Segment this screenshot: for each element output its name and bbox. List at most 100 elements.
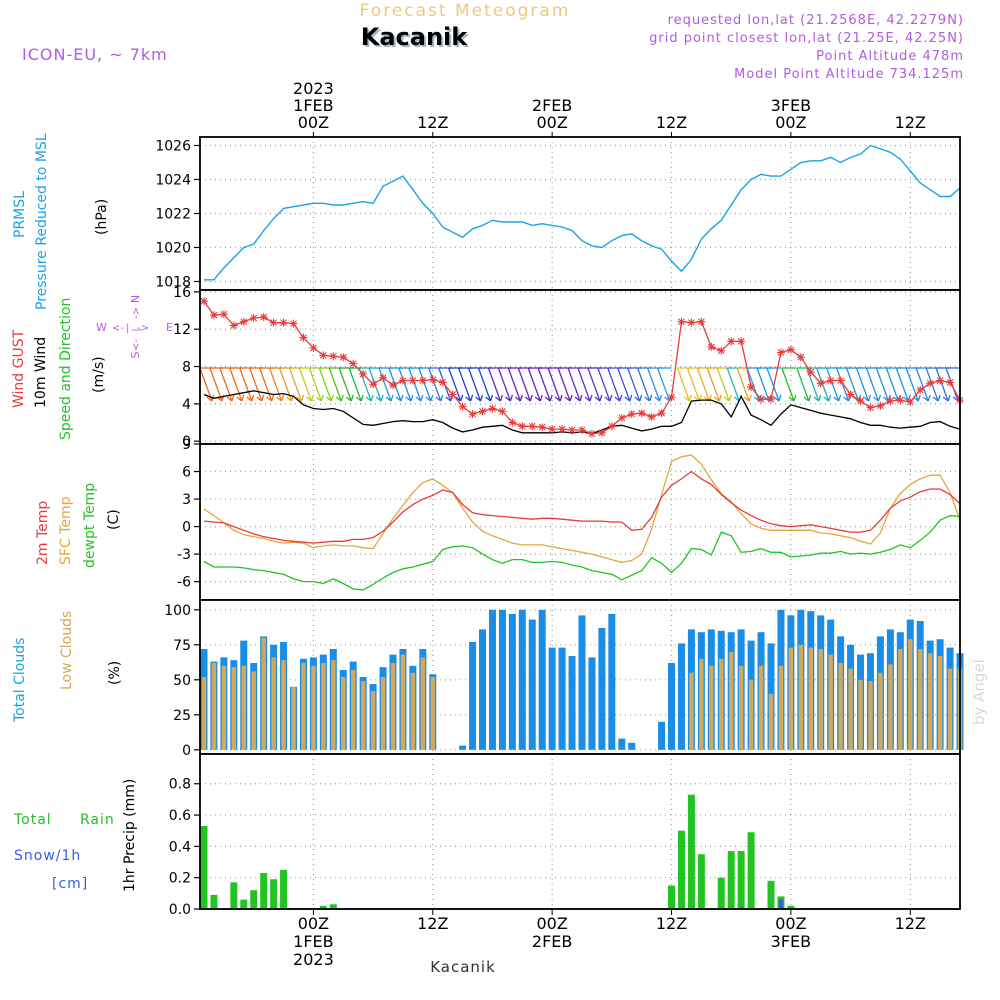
top-axis-label: 12Z	[656, 113, 687, 132]
clouds-unit: (%)	[107, 661, 123, 685]
gust-marker	[209, 311, 218, 320]
page-title: Kacanik	[361, 23, 469, 51]
total-clouds-bar	[518, 609, 526, 750]
total-clouds-bar	[508, 614, 516, 750]
gust-marker	[398, 376, 407, 385]
temp-ytick-label: -3	[177, 547, 191, 563]
low-clouds-bar	[380, 677, 386, 750]
gust-marker	[438, 378, 447, 387]
gust-marker	[528, 422, 537, 431]
gust-marker	[239, 317, 248, 326]
gust-marker	[846, 390, 855, 399]
low-clouds-bar	[370, 691, 376, 750]
model-label: ICON-EU, ~ 7km	[22, 45, 168, 64]
top-axis-label: 2FEB	[532, 96, 572, 115]
rain-bar	[697, 854, 705, 909]
wind-direction-arrow	[239, 367, 255, 402]
total-clouds-bar	[628, 742, 636, 750]
pressure-ytick-label: 1026	[155, 139, 191, 155]
svg-text:<-: <-	[131, 339, 142, 351]
precip-ytick-label: 0.6	[169, 808, 191, 824]
low-clouds-bar	[350, 670, 356, 750]
gust-marker	[359, 370, 368, 378]
temp-ytick-label: 9	[182, 437, 191, 453]
pressure-label-2: Pressure Reduced to MSL	[34, 133, 50, 310]
wind-dir-label: Speed and Direction	[58, 298, 74, 440]
wind-direction-arrow	[298, 367, 315, 402]
snow-label: Snow/1h	[14, 848, 81, 864]
gust-marker	[249, 314, 258, 322]
low-clouds-bar	[868, 681, 873, 750]
low-clouds-bar	[788, 647, 794, 750]
svg-text:<-: <-	[112, 323, 124, 334]
gust-marker	[707, 342, 716, 351]
gust-marker	[906, 398, 915, 406]
low-clouds-bar	[321, 663, 326, 750]
low-clouds-bar	[888, 664, 893, 750]
gust-marker	[776, 348, 785, 357]
clouds-panel: 0 25 50 75 100	[164, 599, 964, 759]
rain-bar	[319, 905, 327, 909]
top-axis-label: 2023	[293, 79, 334, 98]
gust-marker	[219, 310, 228, 319]
low-clouds-bar	[908, 639, 913, 750]
gust-marker	[518, 422, 527, 431]
low-clouds-label: Low Clouds	[59, 611, 75, 690]
svg-text:->: ->	[137, 323, 149, 334]
gust-marker	[637, 409, 646, 418]
low-clouds-bar	[360, 681, 366, 750]
gust-marker	[379, 373, 388, 382]
wind-ytick-label: 16	[173, 285, 191, 301]
low-clouds-bar	[768, 693, 774, 750]
low-clouds-bar	[201, 677, 207, 750]
gust-label: Wind GUST	[11, 329, 27, 408]
wind-direction-arrow	[487, 367, 504, 402]
rain-bar	[677, 830, 685, 909]
wind-direction-arrow	[587, 367, 603, 402]
low-clouds-bar	[918, 649, 923, 750]
wind-ytick-label: 8	[182, 360, 191, 376]
low-clouds-bar	[828, 654, 833, 750]
pressure-ytick-label: 1018	[155, 275, 191, 291]
gust-marker	[279, 318, 288, 327]
gust-marker	[667, 393, 676, 402]
gust-marker	[946, 378, 955, 387]
pressure-ytick-label: 1024	[155, 173, 191, 189]
gust-marker	[568, 426, 577, 434]
gust-marker	[876, 401, 885, 410]
total-clouds-bar	[538, 609, 546, 750]
gust-marker	[856, 397, 865, 406]
top-axis-label: 00Z	[775, 113, 806, 132]
low-clouds-bar	[937, 656, 943, 750]
low-clouds-bar	[241, 665, 246, 750]
gust-marker	[369, 380, 378, 389]
bottom-axis-label: 12Z	[895, 914, 926, 933]
total-clouds-bar	[459, 745, 467, 750]
rain-bar	[270, 879, 278, 909]
svg-text:|: |	[126, 323, 129, 334]
low-clouds-bar	[689, 672, 694, 750]
gust-marker	[498, 407, 507, 416]
low-clouds-bar	[858, 679, 863, 750]
gust-marker	[896, 396, 905, 405]
gust-marker	[677, 317, 686, 326]
compass-icon: N -> | <- S W <- | -> E	[96, 295, 173, 359]
gust-marker	[786, 345, 795, 354]
low-clouds-bar	[410, 672, 416, 750]
pressure-ytick-label: 1022	[155, 207, 191, 223]
gust-marker	[577, 426, 586, 434]
gust-marker	[766, 395, 775, 404]
gust-marker	[597, 428, 606, 437]
gust-marker	[816, 379, 825, 388]
bottom-axis-label: 2023	[293, 950, 334, 969]
wind-direction-arrow	[617, 367, 633, 402]
low-clouds-bar	[261, 637, 266, 750]
gust-marker	[269, 318, 278, 327]
gust-marker	[617, 413, 626, 422]
precip-plot-area	[200, 754, 960, 909]
clouds-ytick-label: 0	[182, 743, 191, 759]
total-clouds-bar	[677, 643, 685, 750]
gust-marker	[697, 317, 706, 326]
